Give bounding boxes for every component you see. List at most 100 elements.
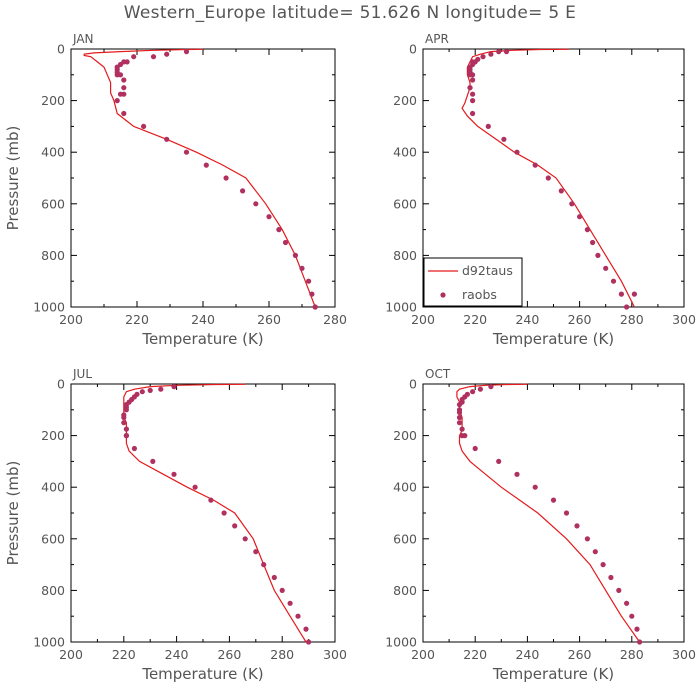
obs-point bbox=[624, 600, 630, 606]
legend-model-label: d92taus bbox=[462, 263, 513, 278]
obs-point bbox=[139, 389, 145, 395]
y-tick-label: 800 bbox=[41, 583, 65, 598]
x-tick-label: 220 bbox=[125, 312, 149, 327]
x-tick-label: 300 bbox=[323, 647, 347, 662]
obs-point bbox=[131, 54, 137, 60]
panel-title: APR bbox=[425, 32, 449, 46]
legend-obs-label: raobs bbox=[462, 287, 497, 302]
x-tick-label: 260 bbox=[568, 312, 592, 327]
obs-point bbox=[616, 587, 622, 594]
obs-point bbox=[496, 49, 502, 55]
obs-point bbox=[312, 304, 318, 310]
obs-point bbox=[271, 574, 277, 581]
obs-point bbox=[563, 510, 570, 516]
obs-point bbox=[629, 613, 635, 619]
obs-point bbox=[123, 407, 129, 413]
obs-point bbox=[171, 471, 177, 477]
obs-point bbox=[253, 201, 259, 207]
obs-point bbox=[121, 77, 127, 83]
y-tick-label: 0 bbox=[409, 377, 417, 392]
y-tick-label: 1000 bbox=[33, 300, 65, 315]
obs-point bbox=[462, 433, 468, 439]
x-axis-label: Temperature (K) bbox=[492, 330, 614, 348]
y-tick-label: 400 bbox=[393, 480, 417, 495]
x-tick-label: 240 bbox=[515, 312, 539, 327]
panel-title: OCT bbox=[425, 367, 451, 381]
obs-point bbox=[306, 278, 312, 284]
obs-point bbox=[470, 389, 476, 395]
y-tick-label: 1000 bbox=[385, 300, 417, 315]
y-tick-label: 0 bbox=[409, 42, 417, 57]
obs-point bbox=[183, 149, 190, 155]
obs-point bbox=[574, 523, 580, 529]
x-axis-label: Temperature (K) bbox=[141, 330, 263, 348]
y-tick-label: 600 bbox=[393, 531, 417, 546]
x-tick-label: 280 bbox=[620, 312, 644, 327]
obs-point bbox=[584, 227, 591, 233]
obs-point bbox=[558, 188, 564, 194]
obs-point bbox=[550, 497, 557, 503]
obs-point bbox=[223, 175, 229, 181]
obs-point bbox=[532, 162, 538, 168]
obs-point bbox=[171, 384, 177, 390]
y-tick-label: 200 bbox=[393, 93, 417, 108]
x-tick-label: 260 bbox=[568, 647, 592, 662]
x-tick-label: 280 bbox=[323, 312, 347, 327]
obs-point bbox=[470, 91, 476, 97]
obs-point bbox=[121, 414, 127, 421]
obs-point bbox=[158, 386, 164, 392]
obs-point bbox=[577, 214, 583, 220]
obs-point bbox=[240, 188, 246, 194]
obs-point bbox=[292, 252, 298, 258]
figure-title: Western_Europe latitude= 51.626 N longit… bbox=[124, 3, 576, 23]
y-tick-label: 400 bbox=[41, 145, 65, 160]
obs-point bbox=[590, 239, 596, 246]
x-tick-label: 300 bbox=[672, 312, 696, 327]
x-tick-label: 220 bbox=[463, 647, 487, 662]
obs-point bbox=[192, 484, 198, 490]
obs-point bbox=[470, 98, 476, 104]
obs-point bbox=[150, 458, 156, 464]
y-tick-label: 400 bbox=[393, 145, 417, 160]
obs-point bbox=[496, 458, 502, 464]
obs-point bbox=[131, 445, 137, 452]
series-line-d92taus bbox=[83, 48, 316, 308]
obs-point bbox=[121, 91, 127, 97]
y-tick-label: 1000 bbox=[385, 635, 417, 650]
obs-point bbox=[279, 587, 285, 594]
obs-point bbox=[608, 574, 614, 581]
obs-point bbox=[242, 536, 248, 542]
y-tick-label: 200 bbox=[41, 428, 65, 443]
obs-point bbox=[514, 149, 520, 155]
obs-point bbox=[208, 497, 214, 503]
plot-frame bbox=[70, 383, 336, 643]
obs-point bbox=[221, 510, 227, 516]
obs-point bbox=[477, 386, 483, 392]
obs-point bbox=[459, 426, 465, 432]
obs-point bbox=[183, 49, 190, 55]
series-line-d92taus bbox=[461, 48, 635, 308]
obs-point bbox=[121, 110, 127, 117]
obs-point bbox=[303, 626, 309, 632]
obs-point bbox=[299, 265, 305, 271]
obs-point bbox=[501, 136, 507, 142]
x-tick-label: 240 bbox=[165, 647, 189, 662]
y-axis-label: Pressure (mb) bbox=[4, 126, 22, 231]
obs-point bbox=[545, 175, 551, 181]
x-tick-label: 200 bbox=[59, 312, 83, 327]
obs-point bbox=[610, 278, 617, 284]
obs-point bbox=[637, 639, 643, 645]
y-tick-label: 200 bbox=[41, 93, 65, 108]
obs-point bbox=[456, 402, 463, 408]
obs-point bbox=[114, 98, 120, 104]
obs-point bbox=[287, 600, 293, 606]
legend-dot-swatch bbox=[440, 292, 446, 298]
obs-point bbox=[503, 49, 510, 55]
obs-point bbox=[164, 51, 170, 57]
y-tick-label: 800 bbox=[41, 248, 65, 263]
